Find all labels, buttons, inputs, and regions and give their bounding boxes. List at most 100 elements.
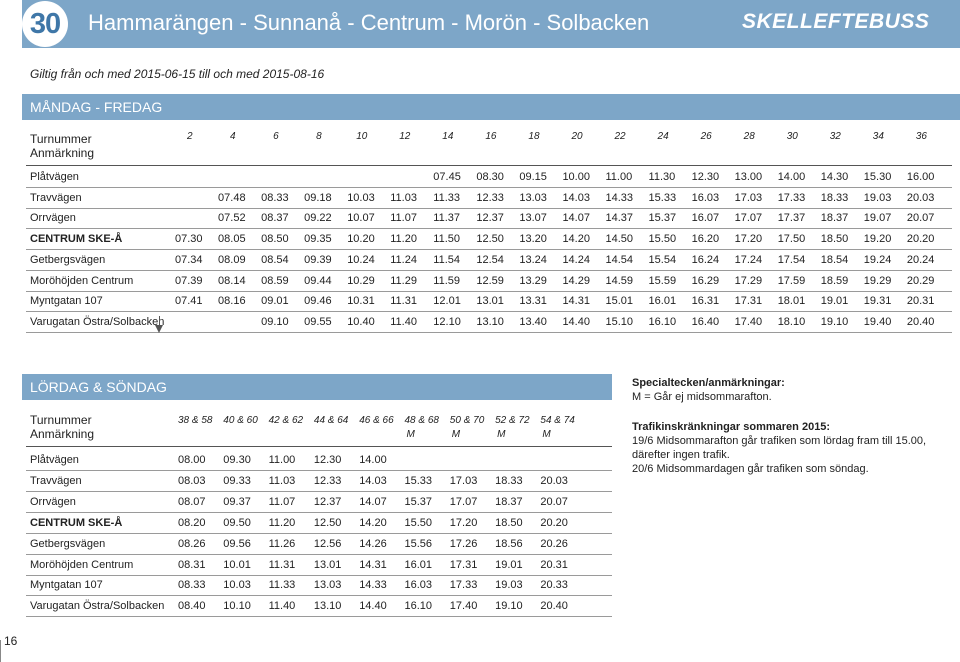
departure-time: 20.20 [540, 516, 568, 529]
trip-number: 24 [657, 131, 669, 142]
trip-number: 14 [442, 131, 454, 142]
stop-name: CENTRUM SKE-Å [30, 516, 123, 529]
row-divider [26, 207, 952, 209]
stop-name: Myntgatan 107 [30, 295, 103, 308]
departure-time: 13.01 [476, 295, 504, 308]
departure-time: 19.03 [495, 579, 523, 592]
header-label-anmarkning: Anmärkning [30, 427, 95, 441]
departure-time: 11.26 [268, 537, 296, 550]
trip-number: 6 [273, 131, 279, 142]
departure-time: 20.33 [540, 579, 568, 592]
departure-time: 18.54 [820, 253, 849, 266]
departure-time: 17.24 [734, 253, 763, 266]
departure-time: 12.01 [433, 295, 461, 308]
departure-time: 11.33 [268, 579, 296, 592]
stop-name: Getbergsvägen [30, 537, 106, 550]
departure-time: 12.37 [313, 495, 342, 508]
departure-time: 15.33 [404, 474, 433, 487]
departure-time: 13.03 [313, 579, 342, 592]
trip-number: 18 [528, 131, 540, 142]
departure-time: 09.15 [519, 171, 547, 183]
traffic-restrictions-title: Trafikinskränkningar sommaren 2015: [632, 421, 831, 433]
departure-time: 14.37 [605, 212, 634, 225]
no-departure-arrow-icon [155, 324, 163, 333]
trip-number: 48 & 68 [404, 415, 439, 426]
departure-time: 12.33 [476, 191, 504, 204]
trip-number: 16 [485, 131, 497, 142]
stop-name: Moröhöjden Centrum [30, 274, 134, 287]
departure-time: 08.09 [218, 253, 246, 266]
traffic-restrictions-line: därefter ingen trafik. [632, 449, 730, 461]
departure-time: 18.37 [495, 495, 523, 508]
departure-time: 17.50 [777, 233, 806, 246]
departure-time: 12.37 [476, 212, 504, 225]
departure-time: 09.22 [304, 212, 332, 225]
departure-time: 10.03 [223, 579, 251, 592]
departure-time: 20.20 [906, 233, 935, 246]
departure-time: 09.50 [223, 516, 251, 529]
departure-time: 09.30 [223, 454, 251, 466]
brand-logo: SKELLEFTEBUSS [742, 10, 930, 33]
departure-time: 10.24 [347, 253, 375, 266]
no-departure-line [159, 315, 160, 326]
departure-time: 09.46 [304, 295, 332, 308]
departure-time: 08.07 [178, 495, 206, 508]
departure-time: 14.00 [777, 171, 806, 183]
departure-time: 09.39 [304, 253, 332, 266]
departure-time: 15.01 [605, 295, 634, 308]
departure-time: 18.33 [495, 474, 523, 487]
departure-time: 11.37 [433, 212, 461, 225]
departure-time: 09.44 [304, 274, 332, 287]
departure-time: 19.03 [863, 191, 892, 204]
departure-time: 15.33 [648, 191, 677, 204]
departure-time: 10.40 [347, 315, 375, 328]
departure-time: 16.40 [691, 315, 720, 328]
departure-time: 15.30 [863, 171, 892, 183]
stop-name: Orrvägen [30, 212, 76, 225]
row-divider [26, 187, 952, 188]
departure-time: 15.56 [404, 537, 433, 550]
departure-time: 11.00 [605, 171, 633, 183]
departure-time: 17.33 [777, 191, 806, 204]
row-divider [26, 311, 952, 313]
trip-number: 30 [786, 131, 798, 142]
route-title: Hammarängen - Sunnanå - Centrum - Morön … [88, 10, 650, 35]
departure-time: 20.31 [540, 558, 568, 571]
departure-time: 20.31 [906, 295, 935, 308]
departure-time: 11.40 [390, 315, 417, 328]
departure-time: 08.54 [261, 253, 289, 266]
stop-name: Varugatan Östra/Solbacken [30, 600, 165, 613]
departure-time: 20.24 [906, 253, 935, 266]
departure-time: 17.37 [777, 212, 806, 225]
stop-name: Travvägen [30, 474, 82, 487]
departure-time: 20.03 [906, 191, 935, 204]
departure-time: 13.03 [519, 191, 547, 204]
departure-time: 12.50 [476, 233, 504, 246]
departure-time: 08.20 [178, 516, 206, 529]
departure-time: 13.10 [313, 600, 342, 613]
traffic-restrictions: Trafikinskränkningar sommaren 2015: 19/6… [632, 420, 926, 476]
departure-time: 13.01 [313, 558, 342, 571]
departure-time: 11.07 [390, 212, 417, 225]
trip-remark: M [406, 429, 415, 440]
departure-time: 16.20 [691, 233, 720, 246]
trip-number: 4 [230, 131, 236, 142]
departure-time: 11.54 [433, 253, 461, 266]
departure-time: 09.01 [261, 295, 289, 308]
departure-time: 10.03 [347, 191, 375, 204]
trip-number: 2 [187, 131, 193, 142]
departure-time: 19.01 [820, 295, 849, 308]
departure-time: 11.03 [390, 191, 417, 204]
departure-time: 15.10 [605, 315, 634, 328]
departure-time: 17.20 [449, 516, 478, 529]
stop-name: Moröhöjden Centrum [30, 558, 134, 571]
departure-time: 07.52 [218, 212, 246, 225]
departure-time: 08.59 [261, 274, 289, 287]
departure-time: 08.26 [178, 537, 206, 550]
departure-time: 09.37 [223, 495, 251, 508]
departure-time: 13.10 [476, 315, 504, 328]
row-divider [26, 574, 612, 576]
departure-time: 20.07 [540, 495, 568, 508]
special-remarks-text: M = Går ej midsommarafton. [632, 391, 772, 403]
trip-number: 38 & 58 [178, 415, 213, 426]
